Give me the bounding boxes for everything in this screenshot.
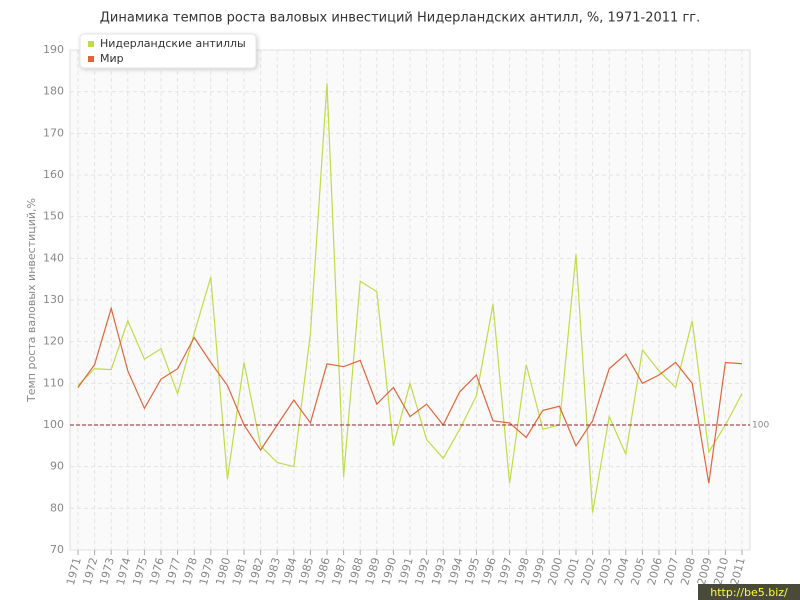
y-tick-label: 150 (43, 210, 64, 223)
y-axis-label: Темп роста валовых инвестиций,% (25, 198, 38, 403)
watermark-bg (698, 584, 800, 600)
legend-label: Нидерландские антиллы (100, 37, 246, 50)
y-tick-label: 190 (43, 43, 64, 56)
y-tick-label: 130 (43, 293, 64, 306)
series-line (77, 306, 743, 484)
chart-title: Динамика темпов роста валовых инвестиций… (100, 11, 701, 26)
legend-swatch (88, 41, 94, 47)
y-tick-label: 170 (43, 126, 64, 139)
y-tick-label: 100 (43, 418, 64, 431)
y-tick-label: 120 (43, 335, 64, 348)
y-tick-label: 140 (43, 251, 64, 264)
y-tick-label: 90 (50, 460, 64, 473)
legend-label: Мир (100, 52, 124, 65)
y-tick-label: 180 (43, 85, 64, 98)
x-tick-label: 2011 (728, 556, 748, 586)
y-tick-label: 110 (43, 376, 64, 389)
y-tick-label: 80 (50, 501, 64, 514)
legend-swatch (88, 56, 94, 62)
y-tick-label: 70 (50, 543, 64, 556)
reference-label: 100 (752, 421, 769, 431)
legend-box (79, 33, 257, 69)
series-line (77, 83, 743, 513)
watermark: http://be5.biz/ (710, 586, 788, 599)
y-tick-label: 160 (43, 168, 64, 181)
